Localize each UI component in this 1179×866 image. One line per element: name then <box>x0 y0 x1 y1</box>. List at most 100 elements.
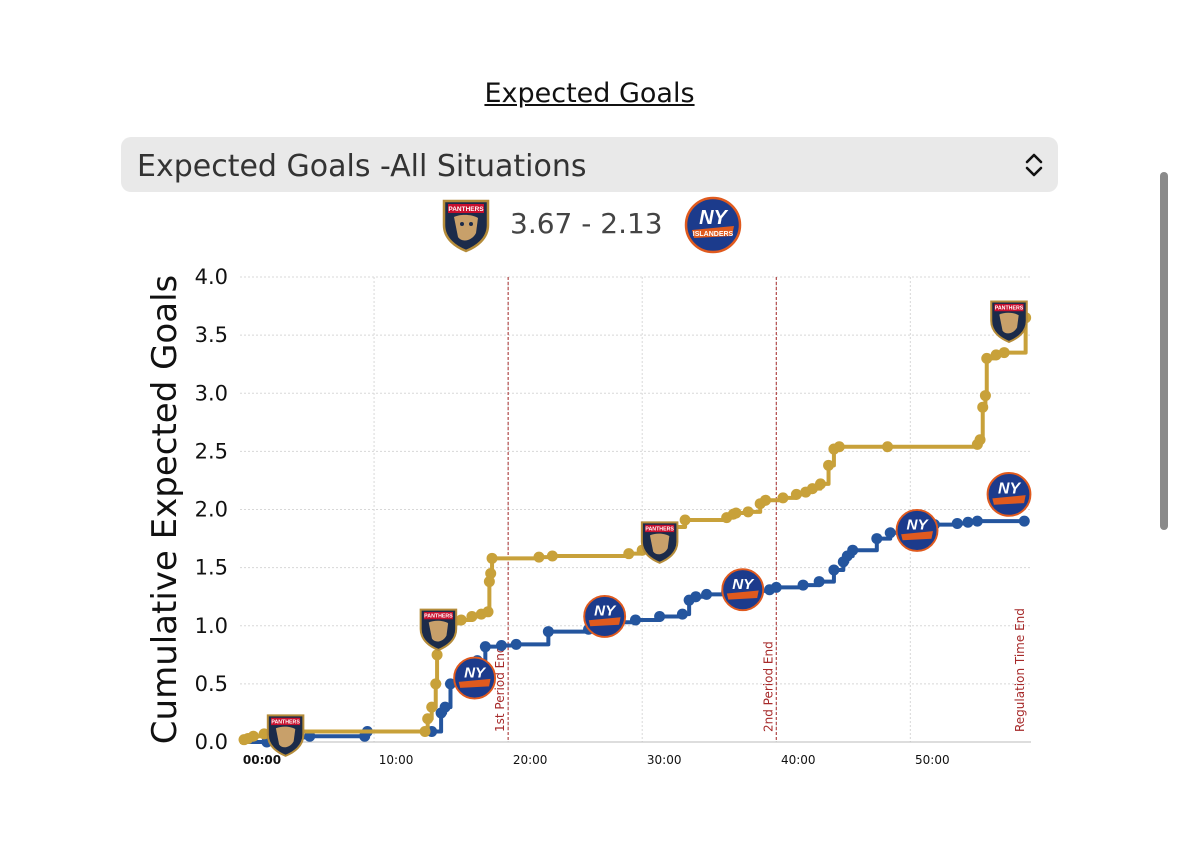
score-text: 3.67 - 2.13 <box>510 207 663 240</box>
panthers-shot-point <box>998 347 1010 359</box>
panthers-logo: PANTHERS <box>442 199 490 253</box>
islanders-shot-point <box>510 638 522 650</box>
period-marker-label: 2nd Period End <box>761 641 775 732</box>
scrollbar[interactable] <box>1160 172 1168 530</box>
islanders-shot-point <box>813 576 825 588</box>
islanders-end-logo: NY <box>986 471 1032 517</box>
panthers-goal-logo: PANTHERS <box>266 714 305 757</box>
panthers-shot-point <box>455 614 467 626</box>
panthers-shot-point <box>777 492 789 504</box>
islanders-shot-point <box>971 515 983 527</box>
svg-text:NY: NY <box>907 517 930 534</box>
islanders-shot-point <box>690 591 702 603</box>
svg-text:PANTHERS: PANTHERS <box>995 306 1024 312</box>
y-axis-label: Cumulative Expected Goals <box>145 275 185 744</box>
panthers-shot-point <box>981 352 993 364</box>
panthers-shot-point <box>466 610 478 622</box>
situation-select-value: Expected Goals -All Situations <box>137 149 587 184</box>
panthers-shot-point <box>833 441 845 453</box>
panthers-shot-point <box>431 649 443 661</box>
panthers-shot-point <box>419 726 431 738</box>
islanders-goal-logo: NY <box>721 568 765 612</box>
panthers-shot-point <box>730 507 742 519</box>
panthers-shot-point <box>422 713 434 725</box>
svg-text:PANTHERS: PANTHERS <box>271 719 300 725</box>
panthers-shot-point <box>742 506 754 518</box>
panthers-shot-point <box>485 567 497 579</box>
situation-select[interactable]: Expected Goals -All Situations <box>121 137 1058 192</box>
islanders-shot-point <box>871 533 883 545</box>
panthers-shot-point <box>483 576 495 588</box>
panthers-shot-point <box>815 478 827 490</box>
page-title: Expected Goals <box>484 78 695 109</box>
svg-text:PANTHERS: PANTHERS <box>424 614 453 620</box>
score-row: PANTHERS 3.67 - 2.13 NY ISLANDERS <box>0 195 1179 254</box>
panthers-shot-point <box>482 606 494 618</box>
islanders-shot-point <box>797 579 809 591</box>
islanders-shot-point <box>479 641 491 653</box>
period-marker-label: 1st Period End <box>493 646 507 732</box>
islanders-goal-logo: NY <box>583 595 627 638</box>
x-tick-label: 10:00 <box>379 753 414 767</box>
islanders-logo: NY ISLANDERS <box>684 196 742 254</box>
y-tick-label: 3.5 <box>195 323 228 347</box>
svg-text:NY: NY <box>464 664 487 681</box>
islanders-shot-point <box>1018 515 1030 527</box>
svg-text:NY: NY <box>699 207 728 229</box>
y-tick-label: 4.0 <box>195 265 228 289</box>
islanders-shot-point <box>676 608 688 620</box>
panthers-shot-point <box>486 552 498 564</box>
x-tick-label: 00:00 <box>243 753 281 767</box>
panthers-end-logo: PANTHERS <box>990 300 1028 344</box>
y-tick-label: 1.0 <box>195 614 228 638</box>
panthers-shot-point <box>823 459 835 471</box>
panthers-shot-point <box>623 548 635 560</box>
panthers-shot-point <box>679 514 691 526</box>
islanders-shot-point <box>847 544 859 556</box>
x-tick-label: 30:00 <box>647 753 682 767</box>
y-tick-label: 0.5 <box>195 672 228 696</box>
islanders-shot-point <box>962 516 974 528</box>
svg-text:ISLANDERS: ISLANDERS <box>693 231 734 238</box>
y-tick-label: 2.5 <box>195 439 228 463</box>
panthers-shot-point <box>974 434 986 446</box>
panthers-shot-point <box>533 551 545 563</box>
svg-text:PANTHERS: PANTHERS <box>645 526 674 532</box>
islanders-shot-point <box>701 588 713 600</box>
islanders-shot-point <box>439 701 451 713</box>
islanders-shot-point <box>828 564 840 576</box>
islanders-shot-point <box>444 678 456 690</box>
panthers-shot-point <box>977 401 989 413</box>
islanders-goal-logo: NY <box>453 656 497 700</box>
svg-text:NY: NY <box>732 576 755 593</box>
panthers-shot-point <box>979 390 991 402</box>
panthers-goal-logo: PANTHERS <box>419 608 458 652</box>
y-tick-label: 0.0 <box>195 730 228 754</box>
svg-text:NY: NY <box>594 603 617 620</box>
panthers-shot-point <box>806 483 818 495</box>
panthers-shot-point <box>790 488 802 500</box>
svg-text:NY: NY <box>998 481 1021 498</box>
panthers-shot-point <box>426 701 438 713</box>
x-tick-label: 20:00 <box>513 753 548 767</box>
islanders-shot-point <box>770 581 782 593</box>
islanders-shot-point <box>542 626 554 638</box>
islanders-goal-logo: NY <box>895 508 939 552</box>
panthers-shot-point <box>247 730 259 742</box>
chevron-updown-icon <box>1025 153 1043 177</box>
panthers-shot-point <box>882 441 894 453</box>
panthers-shot-point <box>430 678 442 690</box>
y-tick-label: 2.0 <box>195 498 228 522</box>
x-tick-label: 40:00 <box>781 753 816 767</box>
x-tick-label: 50:00 <box>915 753 950 767</box>
islanders-shot-point <box>951 517 963 529</box>
y-tick-label: 1.5 <box>195 556 228 580</box>
panthers-shot-point <box>760 494 772 506</box>
period-marker-label: Regulation Time End <box>1013 608 1027 732</box>
islanders-shot-point <box>884 527 896 539</box>
panthers-goal-logo: PANTHERS <box>640 521 679 564</box>
islanders-shot-point <box>654 610 666 622</box>
panthers-shot-point <box>546 550 558 562</box>
y-tick-label: 3.0 <box>195 381 228 405</box>
